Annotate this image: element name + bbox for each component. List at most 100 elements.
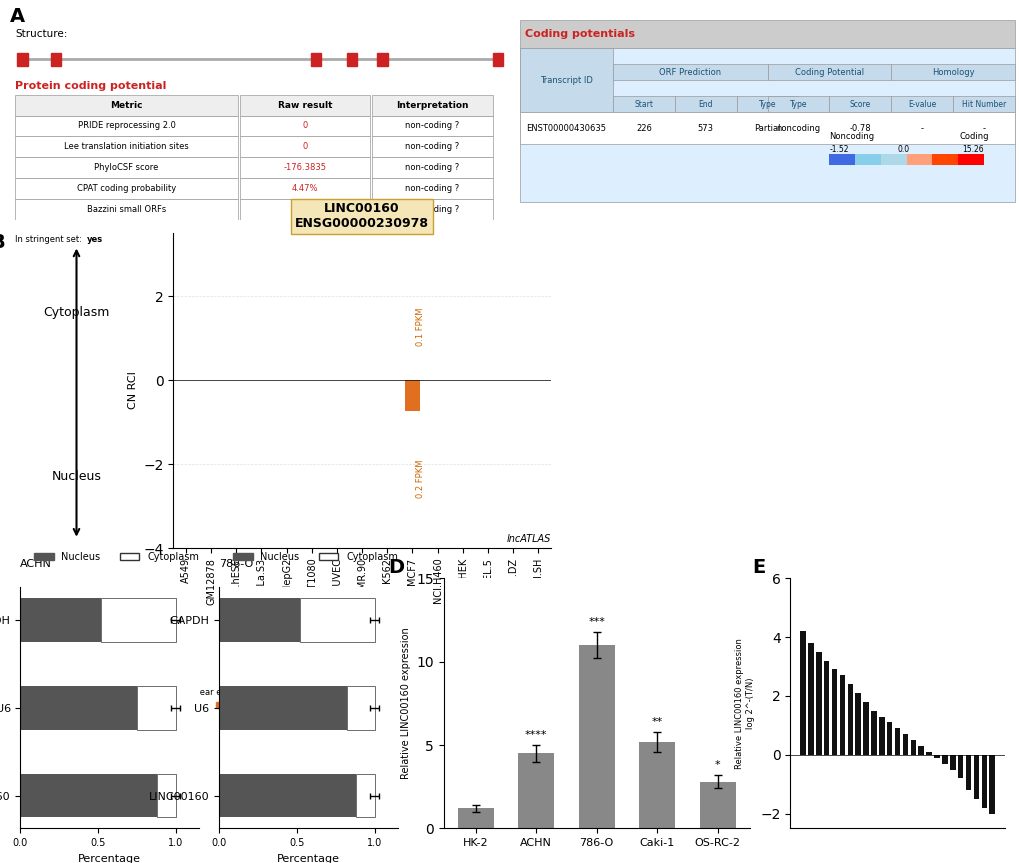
Bar (239, 136, 370, 157)
Bar (815, 652, 820, 755)
Bar (933, 755, 938, 758)
Text: ORF Prediction: ORF Prediction (658, 68, 720, 77)
Text: 0.1 FPKM: 0.1 FPKM (416, 308, 425, 346)
Text: 0.0: 0.0 (897, 145, 909, 154)
Y-axis label: Relative LINC00160 expression: Relative LINC00160 expression (400, 627, 411, 779)
Bar (870, 711, 876, 755)
Text: PRIDE reprocessing 2.0: PRIDE reprocessing 2.0 (77, 122, 175, 130)
Bar (988, 755, 994, 814)
Bar (736, 97, 798, 112)
Text: non-coding ?: non-coding ? (405, 163, 460, 173)
Text: Score: Score (849, 100, 870, 109)
Bar (300, 598, 374, 642)
Bar (957, 154, 983, 165)
Text: Type: Type (758, 100, 775, 109)
Text: ACHN: ACHN (20, 559, 52, 570)
Bar (839, 676, 845, 755)
Bar (639, 741, 675, 828)
Text: Protein coding potential: Protein coding potential (15, 81, 166, 91)
Text: -: - (920, 123, 923, 133)
Y-axis label: CN RCI: CN RCI (127, 372, 138, 409)
Bar (372, 116, 492, 136)
Bar (15, 136, 237, 157)
Text: Type: Type (789, 100, 806, 109)
Bar (823, 661, 828, 755)
Bar (15, 199, 237, 220)
Text: 0: 0 (302, 122, 308, 130)
Bar (15, 116, 237, 136)
Bar (239, 199, 370, 220)
Bar (980, 755, 986, 808)
Bar (949, 755, 955, 770)
Text: 0: 0 (302, 142, 308, 151)
Bar (520, 48, 1014, 203)
Bar (894, 728, 900, 755)
Bar (239, 157, 370, 179)
Bar (807, 643, 813, 755)
Bar (520, 112, 1014, 144)
Bar (891, 65, 1014, 80)
Y-axis label: Relative LINC00160 expression
log 2^-(T/N): Relative LINC00160 expression log 2^-(T/… (735, 638, 754, 769)
Text: -0.78: -0.78 (849, 123, 870, 133)
Bar (931, 154, 957, 165)
Text: *: * (714, 760, 719, 770)
X-axis label: Percentage: Percentage (78, 854, 141, 863)
X-axis label: Percentage: Percentage (277, 854, 339, 863)
Text: 786-O: 786-O (219, 559, 254, 570)
Bar (902, 734, 907, 755)
Bar (828, 154, 854, 165)
Text: A: A (10, 7, 25, 26)
Bar (880, 154, 906, 165)
Bar (15, 157, 237, 179)
Text: ****: **** (525, 730, 547, 740)
Legend: Nucleus, Cytoplasm: Nucleus, Cytoplasm (229, 548, 401, 566)
Bar (15, 179, 237, 199)
Bar (492, 53, 502, 66)
Bar (239, 179, 370, 199)
Bar (891, 97, 952, 112)
Text: non-coding ?: non-coding ? (405, 122, 460, 130)
Bar (346, 53, 357, 66)
Bar (906, 154, 931, 165)
Text: 0: 0 (302, 205, 308, 214)
Bar (15, 95, 237, 116)
Bar (458, 809, 493, 828)
Text: E-value: E-value (907, 100, 935, 109)
Bar (965, 755, 970, 791)
Text: 573: 573 (697, 123, 713, 133)
Bar (766, 65, 891, 80)
Bar (612, 65, 766, 80)
Bar (917, 746, 923, 755)
Text: D: D (388, 558, 405, 577)
Text: CPAT coding probability: CPAT coding probability (76, 184, 176, 193)
Bar (219, 686, 346, 729)
Text: 0.2 FPKM: 0.2 FPKM (416, 459, 425, 498)
Text: 15.26: 15.26 (961, 145, 983, 154)
Bar (699, 782, 735, 828)
Bar (847, 684, 852, 755)
Bar (910, 740, 915, 755)
Text: Homology: Homology (930, 68, 973, 77)
Legend: -0.7328283: -0.7328283 (177, 684, 327, 714)
Text: -: - (981, 123, 984, 133)
Text: **: ** (651, 716, 662, 727)
Text: Noncoding: Noncoding (828, 132, 873, 141)
Text: yes: yes (87, 235, 103, 243)
Bar (356, 773, 374, 817)
Bar (101, 598, 175, 642)
Text: -176.3835: -176.3835 (283, 163, 326, 173)
Text: 4.47%: 4.47% (291, 184, 318, 193)
Bar (405, 380, 420, 411)
Text: Coding potentials: Coding potentials (525, 29, 635, 39)
Bar (957, 755, 963, 778)
Bar (612, 97, 675, 112)
Text: Metric: Metric (110, 101, 143, 110)
Bar (239, 116, 370, 136)
Bar (520, 20, 1014, 48)
Text: non-coding ?: non-coding ? (405, 205, 460, 214)
Text: Partial: Partial (754, 123, 780, 133)
Text: non-coding ?: non-coding ? (405, 184, 460, 193)
Bar (520, 48, 612, 112)
Bar (219, 773, 356, 817)
Title: LINC00160
ENSG00000230978: LINC00160 ENSG00000230978 (294, 203, 429, 230)
